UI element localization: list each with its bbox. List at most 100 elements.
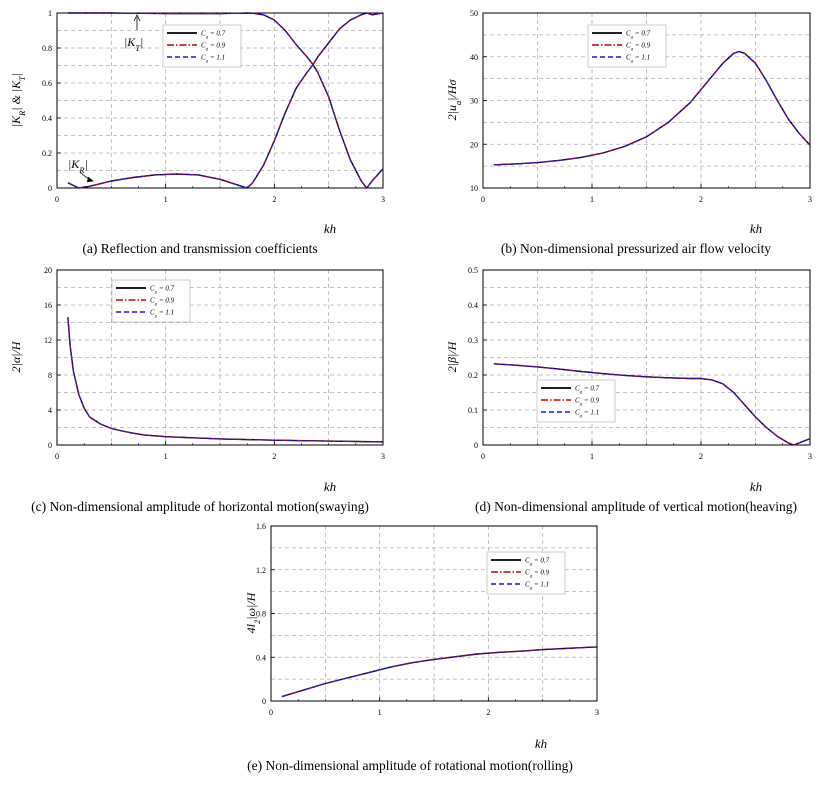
series-line-0-ca-2 [67,12,384,189]
x-tick-label: 2 [272,452,276,461]
x-tick-label: 0 [269,708,273,717]
y-tick-label: 0.8 [42,44,52,53]
y-tick-label: 40 [470,53,478,62]
legend-label: Ca = 0.7 [525,557,550,568]
series-line-0-ca-0 [281,646,598,698]
y-tick-label: 0.2 [468,371,478,380]
series-line-0-ca-2 [281,646,598,698]
kt-arrow-head [133,14,141,22]
y-tick-label: 0.6 [42,79,52,88]
y-tick-label: 0 [48,184,52,193]
legend-label: Ca = 0.7 [626,30,651,41]
y-tick-label: 20 [470,140,478,149]
y-tick-label: 0 [474,441,478,450]
legend-label: Ca = 0.9 [575,397,600,408]
panel-d: 0 1 2 3 0 0.1 0.2 0.3 0.4 0.5 kh 2|β|/H (d) Non-dime… [445,266,812,514]
series-line-0-ca-1 [281,646,598,698]
y-tick-label: 0.5 [468,266,478,275]
kr-arrow-head [86,176,94,183]
legend-box [162,24,242,68]
y-tick-label: 0 [262,697,266,706]
y-tick-label: 8 [48,371,52,380]
legend-label: Ca = 0.7 [575,385,600,396]
panel-caption: (a) Reflection and transmission coeffici… [82,241,317,256]
x-tick-label: 2 [272,195,276,204]
y-tick-label: 50 [470,9,478,18]
panel-e: 0 1 2 3 0 0.4 0.8 1.2 1.6 kh 4l2|ω|/H (e) Non-dimen… [244,522,599,773]
y-tick-label: 20 [44,266,52,275]
legend-label: Ca = 0.7 [201,30,226,41]
x-tick-label: 1 [590,195,594,204]
series-line-0-ca-1 [493,50,811,166]
y-axis-label: |KR| & |KT| [9,73,27,127]
x-axis-label: kh [324,479,336,494]
legend-label: Ca = 1.1 [626,54,650,65]
y-tick-label: 16 [44,301,52,310]
series-line-0-ca-2 [67,317,384,443]
legend-label: Ca = 0.9 [525,569,550,580]
x-tick-label: 3 [381,195,385,204]
y-axis-label: 2|α|/H [9,340,23,372]
x-axis-label: kh [324,221,336,236]
panel-caption: (c) Non-dimensional amplitude of horizon… [31,499,369,514]
x-tick-label: 1 [164,195,168,204]
x-tick-label: 1 [590,452,594,461]
y-axis-label: 4l2|ω|/H [244,591,262,633]
y-tick-label: 12 [44,336,52,345]
y-tick-label: 30 [470,97,478,106]
y-tick-label: 0.3 [468,336,478,345]
x-tick-label: 0 [481,195,485,204]
x-tick-label: 3 [808,195,812,204]
legend-label: Ca = 0.7 [150,285,175,296]
legend-box [536,379,616,423]
legend-box [486,551,566,595]
legend-label: Ca = 1.1 [575,409,599,420]
x-tick-label: 0 [481,452,485,461]
legend-box [587,24,667,68]
x-axis-label: kh [750,221,762,236]
y-axis-label: 2|ua|/Hσ [445,79,463,121]
y-tick-label: 0.4 [256,653,266,662]
series-line-0-ca-1 [67,317,384,443]
y-tick-label: 0.1 [468,406,478,415]
panel-caption: (e) Non-dimensional amplitude of rotatio… [247,758,573,773]
kr-annotation: |KR| [68,157,88,175]
x-tick-label: 0 [55,452,59,461]
y-tick-label: 1.2 [256,566,266,575]
y-tick-label: 0 [48,441,52,450]
series-line-0-ca-2 [493,50,811,166]
y-axis-label: 2|β|/H [445,340,459,372]
x-axis-label: kh [535,736,547,751]
panel-caption: (d) Non-dimensional amplitude of vertica… [475,499,797,514]
y-tick-label: 0.4 [42,114,52,123]
series-line-1-ca-2 [67,12,384,189]
legend-label: Ca = 0.9 [201,42,226,53]
series-line-0-ca-0 [493,50,811,166]
x-tick-label: 1 [378,708,382,717]
x-tick-label: 2 [699,195,703,204]
x-tick-label: 2 [699,452,703,461]
legend-label: Ca = 0.9 [150,297,175,308]
y-tick-label: 0.4 [468,301,478,310]
x-tick-label: 1 [164,452,168,461]
panel-b: 0 1 2 3 10 20 30 40 50 kh 2|ua|/Hσ (b) Non-dimensio… [445,9,812,256]
y-tick-label: 0.2 [42,149,52,158]
panel-a: 0 1 2 3 0 0.2 0.4 0.6 0.8 1 kh |KR| & |KT| (a) Refle… [9,9,385,256]
x-tick-label: 3 [381,452,385,461]
y-tick-label: 0.8 [256,610,266,619]
y-tick-label: 1.6 [256,522,266,531]
series-line-0-ca-0 [67,317,384,443]
y-tick-label: 10 [470,184,478,193]
legend-label: Ca = 1.1 [150,309,174,320]
legend-box [111,279,191,323]
legend-label: Ca = 1.1 [525,581,549,592]
x-tick-label: 3 [808,452,812,461]
x-tick-label: 2 [486,708,490,717]
panel-caption: (b) Non-dimensional pressurized air flow… [501,241,772,256]
kt-annotation: |KT| [124,35,143,53]
y-tick-label: 1 [48,9,52,18]
x-tick-label: 3 [595,708,599,717]
x-axis-label: kh [750,479,762,494]
